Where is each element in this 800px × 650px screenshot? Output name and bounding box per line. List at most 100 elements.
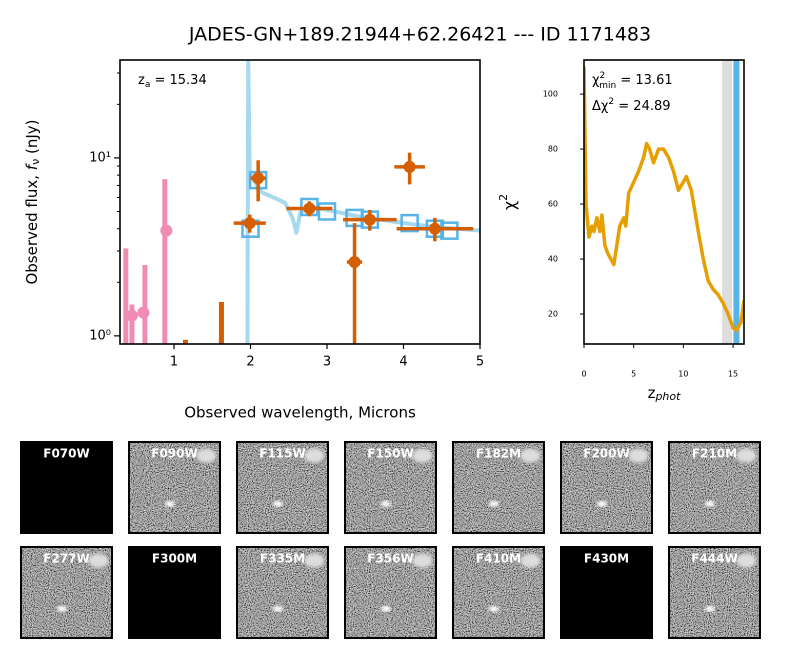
- neighbor-blob: [304, 448, 325, 463]
- cutout: F090W: [128, 441, 221, 534]
- annotation-part: z: [138, 73, 145, 88]
- y-axis-label-part: 2: [497, 194, 510, 201]
- cutout: F430M: [560, 546, 653, 639]
- cutout: F356W: [344, 546, 437, 639]
- cutout-image: [21, 442, 112, 533]
- photometry-point: [348, 256, 361, 269]
- model-spectrum: [245, 60, 480, 344]
- cutout: F410M: [452, 546, 545, 639]
- chi2-min-part: χ: [592, 73, 600, 88]
- sed-frame: [119, 59, 481, 345]
- y-axis-label: χ2: [497, 194, 519, 210]
- filter-label: F430M: [584, 552, 629, 566]
- x-tick-label: 1: [170, 355, 178, 370]
- cutout-frame: [128, 441, 221, 534]
- source-blob: [272, 605, 283, 612]
- photometry-point: [363, 213, 376, 226]
- filter-label: F182M: [476, 447, 521, 461]
- model-photometry: [317, 202, 337, 221]
- source-blob: [56, 605, 67, 612]
- source-blob: [704, 500, 715, 507]
- filter-label: F150W: [367, 447, 413, 461]
- y-axis-label-part: Observed flux,: [23, 170, 41, 284]
- filter-label: F356W: [367, 552, 413, 566]
- upper-limit-bar: [142, 265, 148, 344]
- photometry-point: [243, 217, 256, 230]
- source-blob: [164, 500, 175, 507]
- source-blob: [704, 605, 715, 612]
- cutout: F277W: [20, 546, 113, 639]
- neighbor-blob: [520, 448, 541, 463]
- cutout-frame: [452, 441, 545, 534]
- upper-limit-bar: [123, 248, 129, 344]
- delta-chi2: Δχ2 = 24.89: [592, 97, 671, 114]
- cutout: F182M: [452, 441, 545, 534]
- filter-label: F070W: [43, 447, 89, 461]
- filter-label: F335M: [260, 552, 305, 566]
- y-axis-label-part: χ: [500, 201, 519, 210]
- filter-label: F090W: [151, 447, 197, 461]
- x-axis-label: zphot: [648, 384, 682, 404]
- photometry-point: [428, 222, 441, 235]
- chi-plot: [584, 60, 744, 344]
- chi2-min: χ2 min = 13.61: [592, 71, 673, 91]
- y-axis-label: Observed flux, fν (nJy): [23, 119, 43, 284]
- annotation: za = 15.34: [138, 73, 207, 90]
- annotation-part: = 15.34: [150, 73, 206, 88]
- source-blob: [488, 605, 499, 612]
- cutout: F444W: [668, 546, 761, 639]
- source-blob: [380, 605, 391, 612]
- x-tick-label: 10: [678, 370, 688, 379]
- cutout: F150W: [344, 441, 437, 534]
- chi-frame: [583, 59, 745, 345]
- cutout: F070W: [20, 441, 113, 534]
- upper-limit-bar: [162, 179, 168, 344]
- cutout-frame: [236, 546, 329, 639]
- upper-limit-bar: [218, 301, 224, 344]
- upper-limit-bar: [129, 304, 135, 344]
- filter-label: F277W: [43, 552, 89, 566]
- neighbor-blob: [736, 553, 757, 568]
- cutout-image: [561, 547, 652, 638]
- chi2-curve: [584, 66, 744, 333]
- y-tick-label: 10¹: [89, 150, 111, 165]
- x-axis-label: Observed wavelength, Microns: [184, 404, 416, 422]
- cutout-frame: [668, 441, 761, 534]
- cutout-frame: [560, 441, 653, 534]
- cutout-frame: [452, 546, 545, 639]
- source-blob: [488, 500, 499, 507]
- delta-chi2-part: Δχ: [592, 99, 609, 114]
- cutout-frame: [20, 546, 113, 639]
- neighbor-blob: [520, 553, 541, 568]
- y-tick-label: 40: [548, 255, 558, 264]
- sed-plot: [123, 60, 480, 344]
- y-tick-label: 60: [548, 200, 558, 209]
- x-axis-label-part: phot: [654, 390, 681, 403]
- model-photometry: [400, 213, 419, 233]
- y-tick-label: 100: [543, 90, 558, 99]
- neighbor-blob: [412, 553, 433, 568]
- redshift-band: [722, 60, 733, 344]
- delta-chi2-part: 2: [608, 97, 614, 107]
- x-tick-label: 15: [728, 370, 738, 379]
- x-tick-label: 3: [323, 355, 331, 370]
- cutout-image: [129, 547, 220, 638]
- cutout-frame: [344, 546, 437, 639]
- cutout: F115W: [236, 441, 329, 534]
- cutout: F335M: [236, 546, 329, 639]
- neighbor-blob: [628, 448, 649, 463]
- neighbor-blob: [88, 553, 109, 568]
- chi2-min-part: = 13.61: [616, 73, 672, 88]
- chi2-min-part: min: [599, 81, 616, 91]
- y-axis-label-part: (nJy): [23, 119, 41, 158]
- cutout-frame: [128, 546, 221, 639]
- low-z-point: [125, 309, 138, 322]
- y-tick-label: 80: [548, 145, 558, 154]
- photometry-point: [403, 160, 416, 173]
- filter-label: F300M: [152, 552, 197, 566]
- filter-label: F200W: [583, 447, 629, 461]
- neighbor-blob: [196, 448, 217, 463]
- low-z-point: [160, 224, 173, 237]
- neighbor-blob: [412, 448, 433, 463]
- filter-label: F210M: [692, 447, 737, 461]
